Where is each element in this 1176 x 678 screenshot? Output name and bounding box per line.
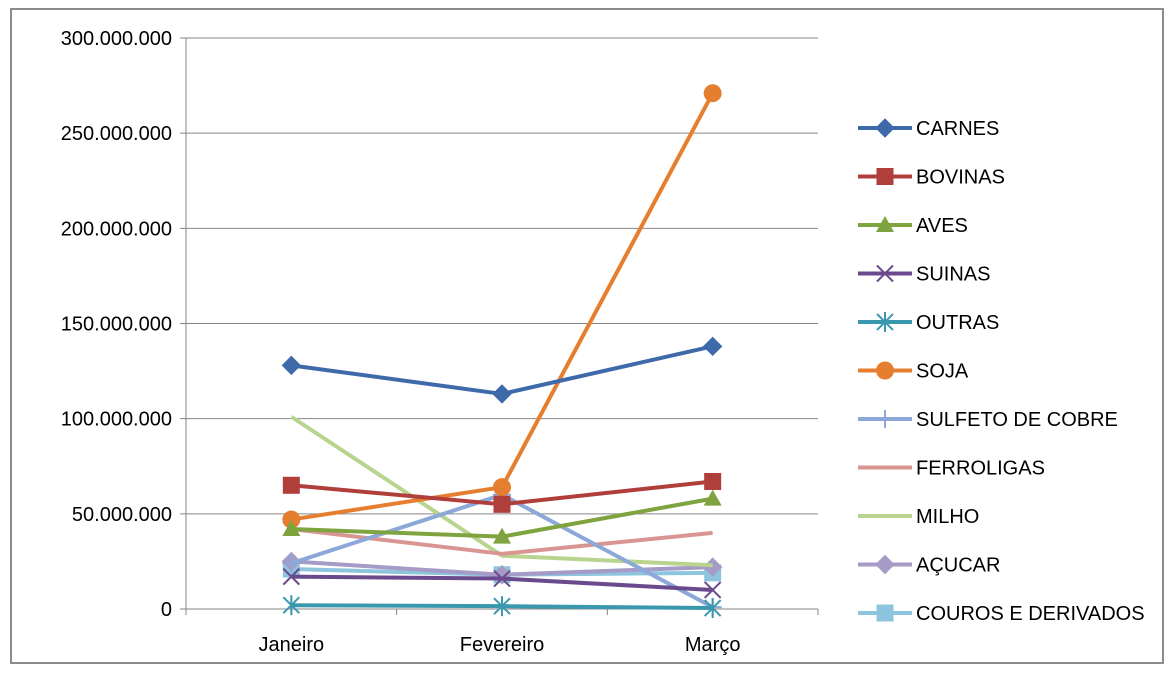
y-tick-label: 250.000.000 [61,123,172,145]
data-point [282,554,301,573]
series-carnes [281,336,723,404]
series-outras [282,595,722,619]
legend-label: BOVINAS [916,167,1005,189]
x-axis: Janeiro Fevereiro Março [185,609,819,656]
data-point [703,84,722,103]
data-point [281,355,302,376]
data-point [703,489,722,506]
data-point [704,472,722,490]
legend-label: CARNES [916,118,999,140]
legend-marker [876,264,894,283]
series-soja [282,84,722,529]
data-point [493,495,511,513]
legend-marker [876,168,894,185]
y-axis: 0 50.000.000 100.000.000 150.000.000 200.000… [61,28,172,621]
legend-label: OUTRAS [916,312,999,334]
legend-label: SOJA [916,361,969,383]
series-bovinas [282,472,722,513]
series-aves [282,489,722,544]
chart-frame [10,8,1164,664]
legend-marker [876,216,894,232]
gridlines [180,37,818,610]
legend-item: AVES [858,215,968,237]
legend-marker [876,361,894,380]
legend-item: SOJA [858,361,969,383]
y-tick-label: 0 [161,599,172,621]
data-point [282,567,301,586]
y-tick-label: 300.000.000 [61,28,172,50]
data-point [282,520,301,537]
x-tick-label: Março [685,634,741,656]
legend-label: COUROS E DERIVADOS [916,603,1145,625]
data-point [493,596,511,617]
legend-item: AÇUCAR [858,555,1000,577]
data-point [493,478,511,497]
data-point [492,384,512,404]
legend-item: FERROLIGAS [858,458,1045,480]
y-tick-label: 150.000.000 [61,314,172,336]
data-point [703,581,722,599]
legend-label: SULFETO DE COBRE [916,409,1118,431]
series-line [291,92,715,522]
y-tick-label: 200.000.000 [61,218,172,240]
legend-item: SUINAS [858,264,990,286]
legend-label: FERROLIGAS [916,458,1045,480]
legend-item: OUTRAS [858,312,999,334]
legend-marker [875,118,895,138]
data-point [703,598,722,619]
legend-marker [875,554,895,575]
series-suinas [282,567,722,599]
data-point [282,595,301,616]
legend-marker [876,410,894,428]
y-tick-label: 50.000.000 [72,504,172,526]
x-tick-label: Fevereiro [460,634,544,656]
data-point [702,336,723,357]
legend-label: AÇUCAR [916,555,1000,577]
legend-item: MILHO [858,506,979,528]
legend-item: SULFETO DE COBRE [858,409,1118,431]
x-tick-label: Janeiro [259,634,325,656]
legend-label: AVES [916,215,968,237]
series-ferroligas [291,527,713,556]
legend-marker [876,312,894,332]
data-point [282,510,301,529]
series-group [281,84,723,619]
series-line [291,527,713,556]
data-point [493,569,511,588]
legend-item: BOVINAS [858,167,1005,189]
legend: CARNES BOVINAS AVES SUINAS OUTRAS SOJA SULFETO… [858,118,1145,625]
legend-marker [876,604,894,622]
legend-label: SUINAS [916,264,990,286]
data-point [282,476,300,494]
legend-label: MILHO [916,506,979,528]
data-point [493,527,511,544]
y-tick-label: 100.000.000 [61,409,172,431]
legend-item: COUROS E DERIVADOS [858,603,1145,625]
legend-item: CARNES [858,118,999,140]
